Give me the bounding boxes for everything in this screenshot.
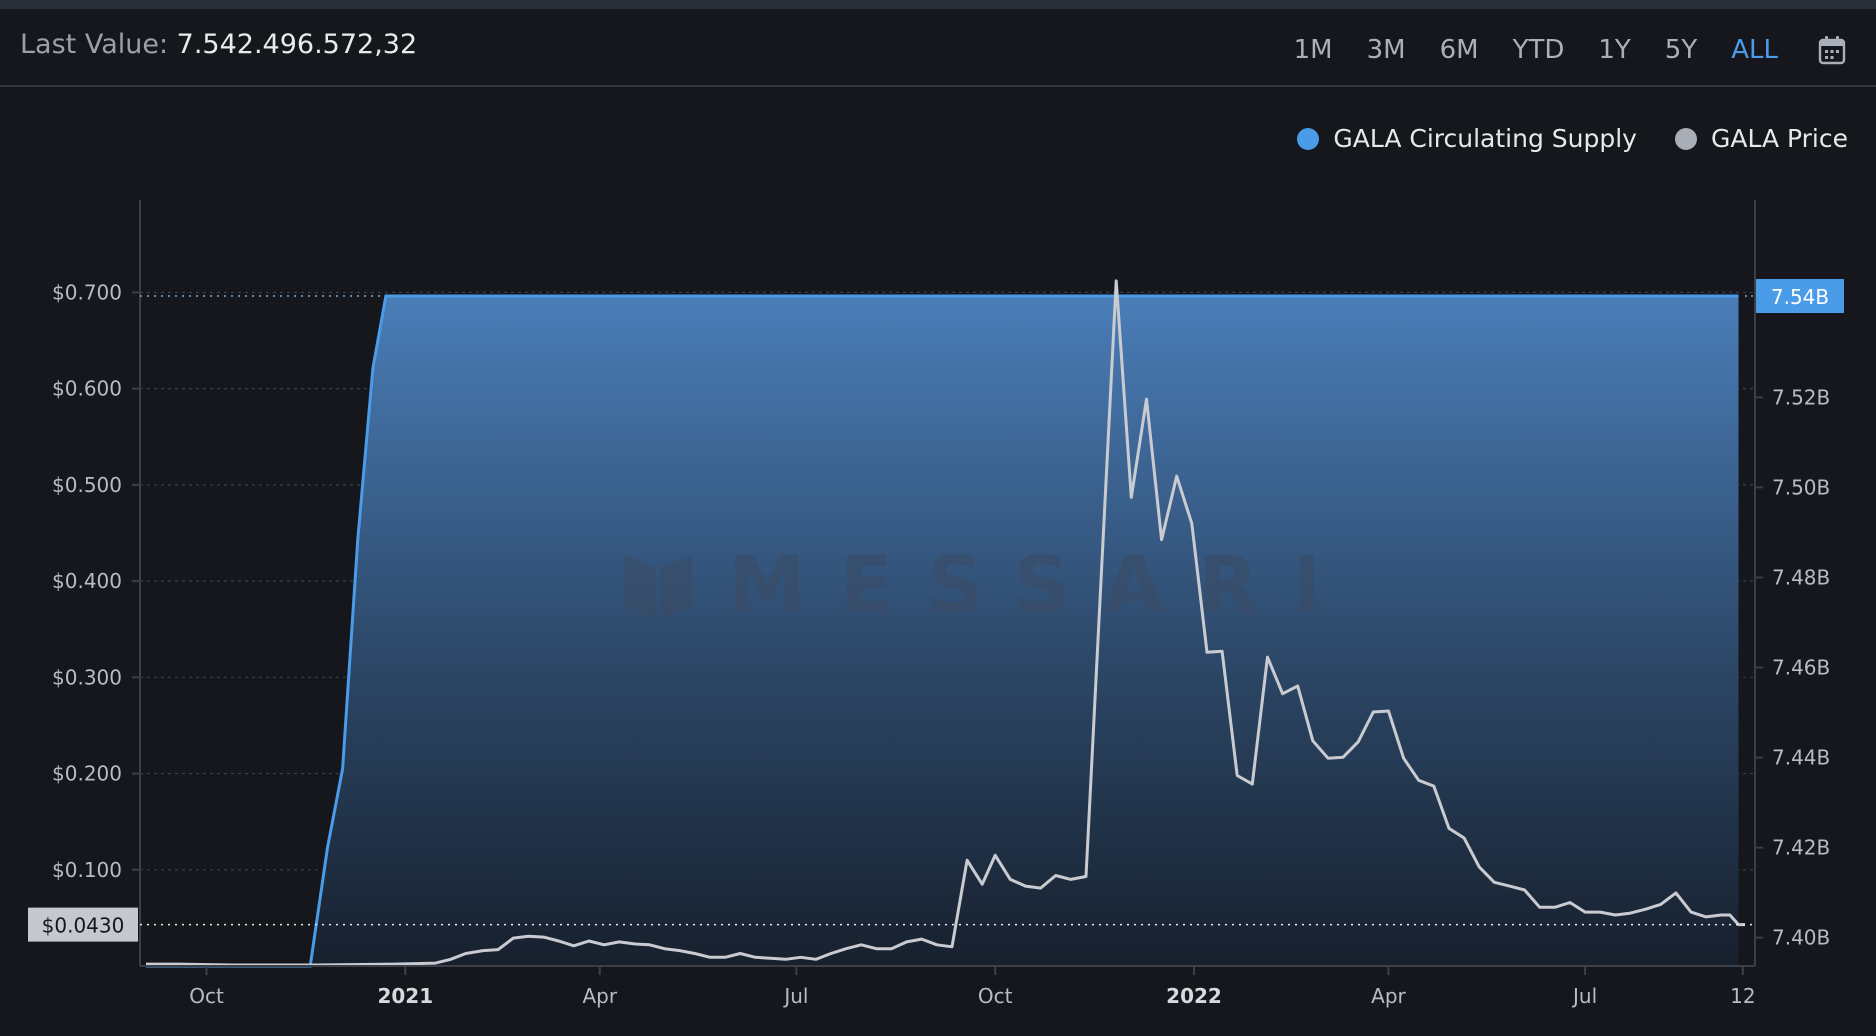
price-current-label: $0.0430: [42, 914, 125, 938]
y-right-tick-label: 7.48B: [1772, 565, 1830, 589]
legend-dot-price: [1674, 127, 1697, 150]
x-tick-label: 2022: [1166, 984, 1222, 1008]
range-1y-button[interactable]: 1Y: [1598, 35, 1631, 65]
y-left-tick-label: $0.600: [52, 377, 122, 401]
legend-item-supply[interactable]: GALA Circulating Supply: [1297, 124, 1637, 153]
calendar-icon[interactable]: [1818, 35, 1846, 65]
last-value: Last Value: 7.542.496.572,32: [20, 29, 417, 60]
x-tick-label: 12: [1730, 984, 1755, 1008]
y-right-tick-label: 7.40B: [1772, 926, 1830, 950]
x-tick-label: 2021: [377, 984, 433, 1008]
tick-labels: $0.100 $0.200 $0.300 $0.400 $0.500 $0.600 $0.7…: [52, 280, 1830, 1008]
y-left-tick-label: $0.400: [52, 569, 122, 593]
messari-logo-icon: [624, 555, 692, 620]
messari-watermark: MESSARI: [728, 541, 1355, 631]
supply-line: [146, 294, 1739, 968]
x-tick-label: Oct: [978, 984, 1013, 1008]
x-tick-label: Jul: [1571, 984, 1597, 1008]
price-line: [146, 279, 1745, 967]
range-ytd-button[interactable]: YTD: [1512, 35, 1565, 65]
range-5y-button[interactable]: 5Y: [1664, 35, 1698, 65]
supply-area-layer: [146, 294, 1739, 968]
top-strip: [0, 0, 1876, 9]
y-left-tick-label: $0.700: [52, 280, 122, 304]
chart-header: Last Value: 7.542.496.572,32 1M 3M 6M YT…: [0, 9, 1876, 87]
y-left-tick-label: $0.100: [52, 858, 122, 882]
y-left-tick-label: $0.500: [52, 473, 122, 497]
range-all-button[interactable]: ALL: [1731, 35, 1778, 65]
chart-legend: GALA Circulating Supply GALA Price: [1259, 124, 1848, 153]
range-1m-button[interactable]: 1M: [1293, 35, 1333, 65]
y-left-tick-label: $0.300: [52, 665, 122, 689]
price-line-layer: [146, 279, 1745, 967]
legend-dot-supply: [1297, 127, 1320, 150]
range-6m-button[interactable]: 6M: [1439, 35, 1479, 65]
price-current-badge: [28, 907, 138, 942]
supply-area-fill: [146, 296, 1739, 966]
range-3m-button[interactable]: 3M: [1366, 35, 1406, 65]
y-right-tick-label: 7.46B: [1772, 655, 1830, 679]
current-value-markers: 7.54B $0.0430: [28, 279, 1844, 942]
y-right-tick-label: 7.44B: [1772, 746, 1830, 770]
y-left-tick-label: $0.200: [52, 762, 122, 786]
supply-current-badge: [1756, 279, 1844, 314]
x-tick-label: Jul: [782, 984, 808, 1008]
axes: [132, 200, 1763, 975]
x-tick-label: Apr: [1371, 984, 1406, 1008]
y-right-tick-label: 7.42B: [1772, 836, 1830, 860]
legend-label-price: GALA Price: [1710, 124, 1848, 153]
last-value-label: Last Value:: [20, 29, 169, 60]
x-tick-label: Apr: [582, 984, 617, 1008]
time-range-selector: 1M 3M 6M YTD 1Y 5Y ALL: [1260, 29, 1846, 71]
y-right-tick-label: 7.50B: [1772, 475, 1830, 499]
last-value-amount: 7.542.496.572,32: [176, 29, 418, 60]
legend-item-price[interactable]: GALA Price: [1674, 124, 1848, 153]
y-right-tick-label: 7.52B: [1772, 385, 1830, 409]
supply-current-label: 7.54B: [1771, 285, 1829, 309]
x-tick-label: Oct: [189, 984, 224, 1008]
legend-label-supply: GALA Circulating Supply: [1333, 124, 1637, 153]
